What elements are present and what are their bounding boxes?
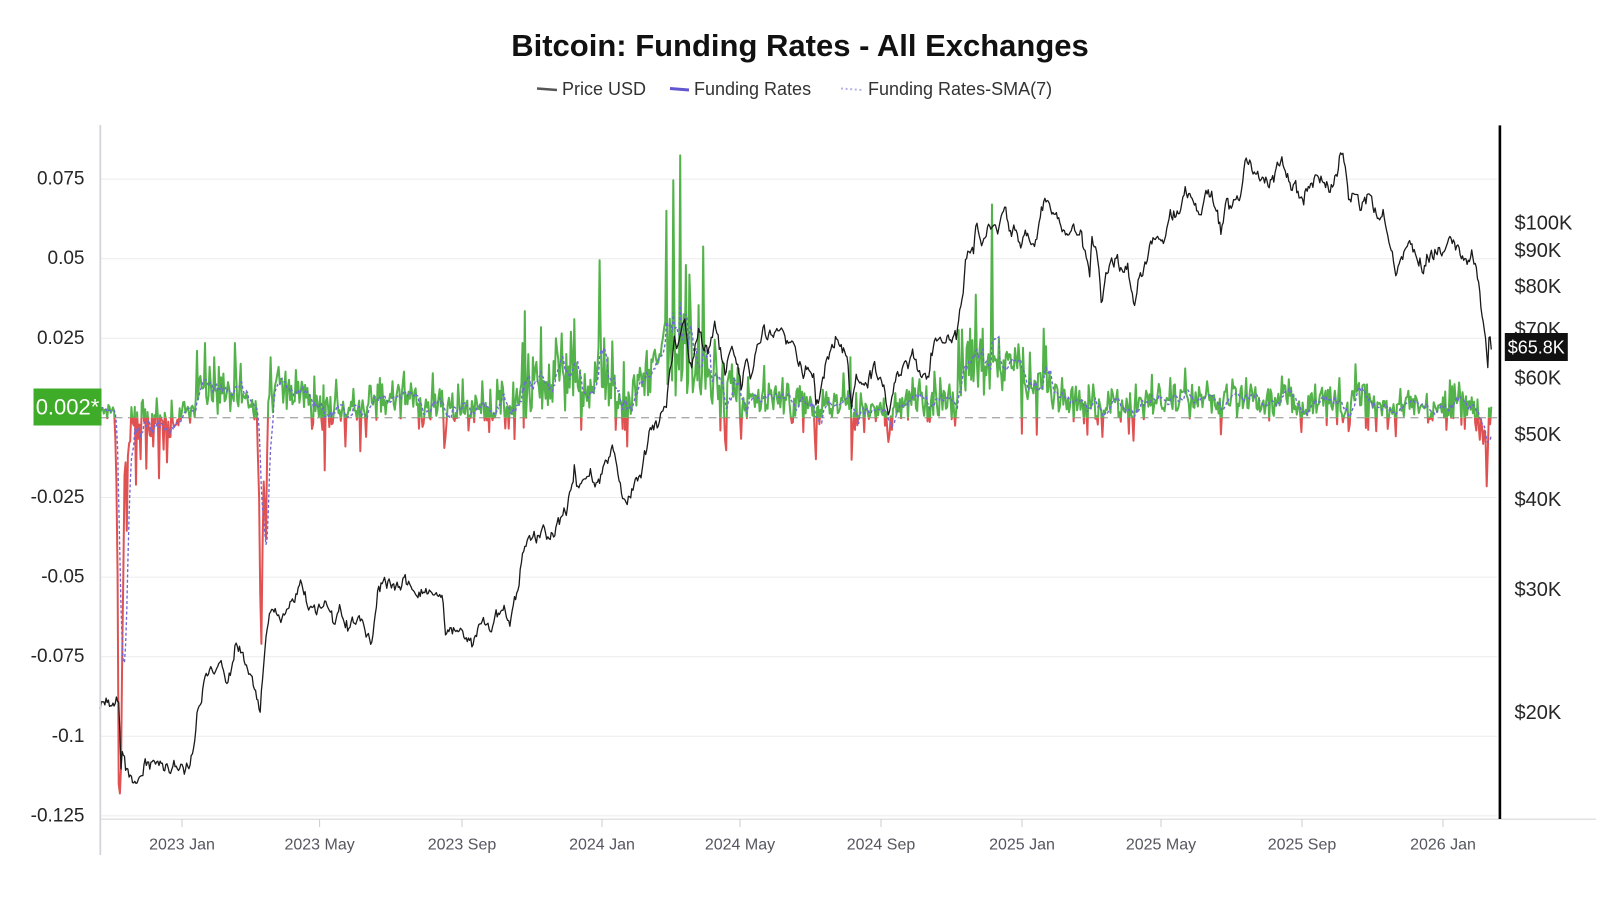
svg-text:$20K: $20K [1515, 702, 1562, 724]
svg-text:$100K: $100K [1515, 212, 1573, 234]
svg-text:$50K: $50K [1515, 424, 1562, 446]
svg-text:2026 Jan: 2026 Jan [1410, 837, 1476, 854]
svg-text:2023 Jan: 2023 Jan [149, 837, 215, 854]
svg-text:2025 Sep: 2025 Sep [1268, 837, 1337, 854]
svg-text:-0.025: -0.025 [31, 487, 85, 508]
svg-text:$65.8K: $65.8K [1508, 338, 1565, 358]
svg-text:-0.075: -0.075 [31, 646, 85, 667]
svg-text:2023 Sep: 2023 Sep [428, 837, 497, 854]
svg-text:$40K: $40K [1515, 489, 1562, 511]
svg-text:2024 Sep: 2024 Sep [847, 837, 916, 854]
svg-text:$30K: $30K [1515, 579, 1562, 601]
svg-text:-0.125: -0.125 [31, 805, 85, 826]
svg-text:2024 May: 2024 May [705, 837, 775, 854]
svg-text:Price USD: Price USD [562, 79, 646, 99]
svg-text:$80K: $80K [1515, 276, 1562, 298]
svg-text:-0.05: -0.05 [41, 567, 84, 588]
svg-text:$90K: $90K [1515, 240, 1562, 262]
svg-text:2024 Jan: 2024 Jan [569, 837, 635, 854]
svg-text:Bitcoin: Funding Rates - All E: Bitcoin: Funding Rates - All Exchanges [511, 28, 1089, 63]
svg-text:-0.1: -0.1 [52, 726, 85, 747]
svg-text:2025 Jan: 2025 Jan [989, 837, 1055, 854]
svg-text:0.075: 0.075 [37, 169, 85, 190]
svg-text:0.002*: 0.002* [36, 395, 100, 420]
svg-text:Funding Rates: Funding Rates [694, 79, 811, 99]
svg-text:2025 May: 2025 May [1126, 837, 1196, 854]
svg-text:0.025: 0.025 [37, 328, 85, 349]
svg-text:Funding Rates-SMA(7): Funding Rates-SMA(7) [868, 79, 1052, 99]
svg-text:2023 May: 2023 May [284, 837, 354, 854]
svg-text:0.05: 0.05 [48, 248, 85, 269]
svg-text:$60K: $60K [1515, 367, 1562, 389]
